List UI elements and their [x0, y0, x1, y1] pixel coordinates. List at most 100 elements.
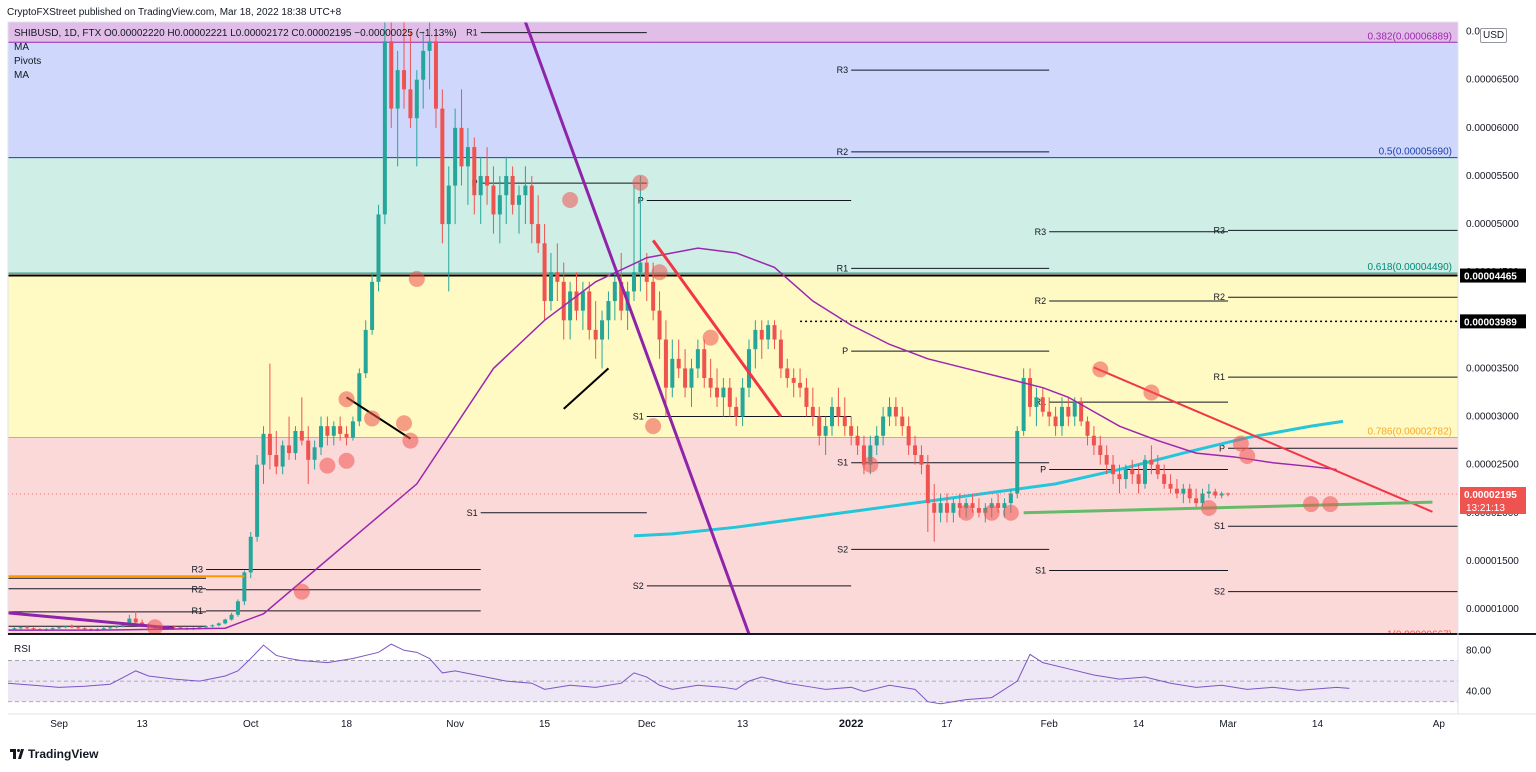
- rsi-axis-tick: 40.00: [1466, 686, 1491, 697]
- indicator-ma2-label[interactable]: MA: [14, 70, 29, 81]
- candle-body: [1059, 406, 1064, 427]
- price-axis-tick: 0.00002500: [1466, 460, 1519, 471]
- price-axis-tick: 0.00005500: [1466, 171, 1519, 182]
- touch-point-marker: [702, 329, 719, 346]
- candle-body: [919, 455, 924, 465]
- candle-body: [536, 224, 541, 244]
- time-axis-label: 13: [137, 719, 149, 730]
- candle-body: [561, 281, 566, 321]
- candle-body: [529, 185, 534, 225]
- candle-body: [204, 626, 209, 628]
- time-axis-label: Ap: [1433, 719, 1446, 730]
- touch-point-marker: [1143, 384, 1160, 401]
- touch-point-marker: [396, 415, 413, 432]
- candle-body: [1143, 459, 1148, 484]
- candle-body: [1174, 488, 1179, 494]
- fib-label-0.5: 0.5(0.00005690): [1379, 147, 1452, 158]
- candle-body: [1034, 397, 1039, 407]
- price-axis-tick: 0.0: [1466, 27, 1480, 38]
- trendline-3: [1023, 500, 1433, 515]
- pivot-label-Dec-R3: R3: [837, 65, 849, 75]
- candle-body: [325, 426, 330, 436]
- touch-point-marker: [408, 270, 425, 287]
- candle-body: [612, 281, 617, 302]
- touch-point-marker: [983, 504, 1000, 521]
- candle-body: [76, 627, 81, 629]
- touch-point-marker: [338, 452, 355, 469]
- time-axis-label: Sep: [50, 719, 68, 730]
- touch-point-marker: [1322, 496, 1339, 513]
- candle-body: [338, 426, 343, 434]
- indicator-pivots-label[interactable]: Pivots: [14, 56, 42, 67]
- countdown-label: 13:21:13: [1466, 503, 1505, 514]
- time-axis-label: 2022: [839, 718, 863, 730]
- candle-body: [523, 185, 528, 196]
- countdown-box: [1460, 500, 1526, 514]
- pivot-label-Dec-S1: S1: [837, 458, 848, 468]
- candle-body: [287, 445, 292, 454]
- candle-body: [957, 503, 962, 508]
- touch-point-marker: [319, 457, 336, 474]
- touch-point-marker: [1239, 447, 1256, 464]
- candle-body: [1002, 503, 1007, 508]
- pivot-label-Oct-R1: R1: [466, 28, 478, 38]
- fib-zone-2: [8, 157, 1458, 274]
- candle-body: [944, 503, 949, 513]
- candle-body: [868, 445, 873, 465]
- candle-body: [766, 325, 771, 340]
- candle-body: [402, 70, 407, 90]
- pivot-label-Aug-R3: R3: [0, 573, 5, 583]
- ma-long-line: [633, 419, 1344, 538]
- fib-label-1: 1(0.00000667): [1387, 630, 1452, 641]
- candle-body: [638, 262, 643, 273]
- touch-point-marker: [1232, 435, 1249, 452]
- pivot-label-Jan-R3: R3: [1035, 227, 1047, 237]
- candle-body: [1155, 464, 1160, 475]
- candle-body: [465, 147, 470, 167]
- currency-badge[interactable]: USD: [1480, 28, 1508, 43]
- time-axis-label: Dec: [638, 719, 656, 730]
- trendline-4: [563, 367, 610, 410]
- candle-body: [804, 387, 809, 407]
- candle-body: [836, 406, 841, 417]
- candle-body: [408, 89, 413, 119]
- touch-point-marker: [651, 264, 668, 281]
- candle-body: [1130, 469, 1135, 475]
- pivot-label-Nov-S2: S2: [633, 581, 644, 591]
- time-axis-label: 18: [341, 719, 353, 730]
- pivot-label-Dec-R1: R1: [837, 263, 849, 273]
- touch-point-marker: [562, 192, 579, 209]
- pivot-label-Dec-R2: R2: [837, 147, 849, 157]
- rsi-label: RSI: [14, 644, 31, 655]
- candle-body: [951, 503, 956, 513]
- candle-body: [1213, 491, 1218, 496]
- candle-body: [593, 329, 598, 340]
- candle-body: [306, 440, 311, 460]
- candle-body: [759, 329, 764, 340]
- candle-body: [433, 41, 438, 109]
- tradingview-logo[interactable]: TradingView: [10, 747, 98, 761]
- candle-body: [861, 445, 866, 465]
- footer-brand: TradingView: [28, 747, 99, 761]
- candle-body: [702, 349, 707, 379]
- candle-body: [491, 185, 496, 215]
- candle-body: [587, 291, 592, 330]
- indicator-ma-label[interactable]: MA: [14, 42, 29, 53]
- pivot-label-Sep-R2: R2: [192, 585, 204, 595]
- candle-body: [57, 627, 62, 629]
- candle-body: [1206, 491, 1211, 494]
- candle-body: [855, 435, 860, 446]
- time-axis-label: 14: [1133, 719, 1145, 730]
- candle-body: [274, 455, 279, 467]
- touch-point-marker: [1002, 504, 1019, 521]
- price-axis-tick: 0.00005000: [1466, 219, 1519, 230]
- time-axis-label: 13: [737, 719, 749, 730]
- candle-body: [631, 272, 636, 292]
- pivot-label-Aug-R2: R2: [0, 584, 5, 594]
- touch-point-marker: [338, 391, 355, 408]
- rsi-line: [8, 643, 1350, 705]
- rsi-pane: [8, 643, 1458, 705]
- symbol-legend[interactable]: SHIBUSD, 1D, FTX O0.00002220 H0.00002221…: [14, 28, 457, 39]
